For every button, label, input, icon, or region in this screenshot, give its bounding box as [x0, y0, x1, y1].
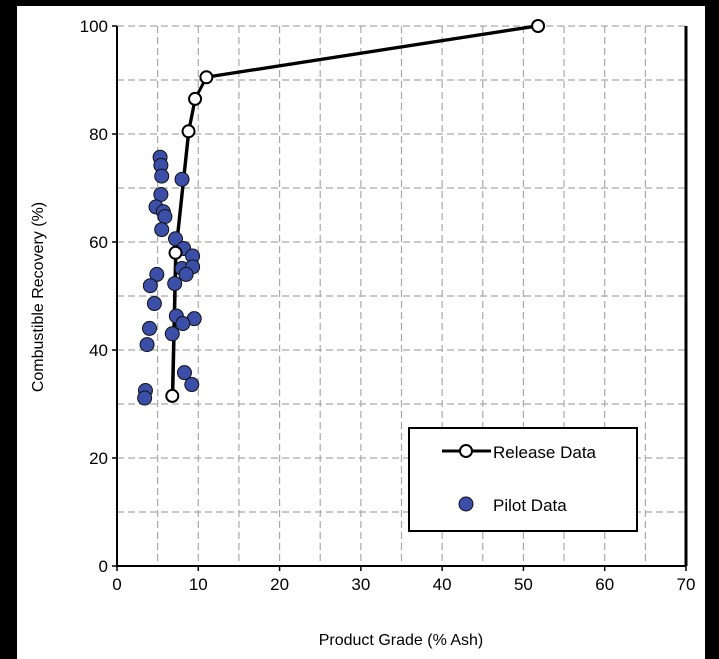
release-data-line-trace — [173, 23, 540, 395]
pilot-data-point — [184, 377, 200, 393]
x-tick-label: 50 — [514, 575, 533, 594]
y-axis-title: Combustible Recovery (%) — [30, 202, 47, 392]
pilot-data-point — [178, 266, 194, 282]
release-data-point — [199, 70, 214, 85]
legend-box — [408, 427, 638, 532]
legend-release-marker — [459, 444, 473, 458]
y-tick-label: 60 — [89, 233, 108, 252]
release-data-point — [168, 245, 183, 260]
plot-series — [137, 19, 546, 406]
y-tick-label: 80 — [89, 125, 108, 144]
release-data-point — [188, 91, 203, 106]
pilot-data-point — [176, 365, 192, 381]
y-tick-label: 100 — [80, 17, 108, 36]
x-tick-label: 20 — [270, 575, 289, 594]
pilot-data-point — [149, 266, 165, 282]
y-tick-label: 40 — [89, 341, 108, 360]
legend-release-label: Release Data — [493, 443, 597, 462]
pilot-data-point — [142, 278, 158, 294]
pilot-data-point — [157, 209, 173, 225]
legend: Release Data Pilot Data — [408, 427, 638, 532]
x-axis-title: Product Grade (% Ash) — [319, 632, 484, 649]
chart-border-top — [17, 0, 705, 6]
pilot-data-point — [142, 320, 158, 336]
pilot-data-point — [154, 222, 170, 238]
release-data-point — [181, 124, 196, 139]
pilot-data-point — [146, 296, 162, 312]
x-tick-label: 0 — [112, 575, 121, 594]
x-tick-label: 10 — [189, 575, 208, 594]
axes — [112, 25, 688, 571]
release-data-point — [531, 19, 546, 33]
x-tick-label: 60 — [595, 575, 614, 594]
x-tick-label: 30 — [351, 575, 370, 594]
pilot-data-point — [175, 316, 191, 332]
pilot-data-point — [167, 276, 183, 292]
y-tick-label: 0 — [99, 557, 108, 576]
tick-labels: 0 10 20 30 40 50 60 70 0 20 40 60 80 100 — [80, 17, 696, 594]
x-tick-label: 40 — [433, 575, 452, 594]
pilot-data-point — [164, 326, 180, 342]
pilot-data-point — [168, 231, 184, 247]
pilot-data-point — [139, 337, 155, 353]
y-tick-label: 20 — [89, 449, 108, 468]
release-data-point — [165, 388, 180, 403]
x-tick-label: 70 — [677, 575, 696, 594]
legend-pilot-label: Pilot Data — [493, 496, 567, 515]
pilot-data-point — [174, 171, 190, 187]
pilot-data-point — [153, 186, 169, 202]
pilot-data-point — [137, 390, 153, 406]
legend-pilot-marker — [458, 496, 474, 512]
pilot-data-point — [154, 168, 170, 184]
